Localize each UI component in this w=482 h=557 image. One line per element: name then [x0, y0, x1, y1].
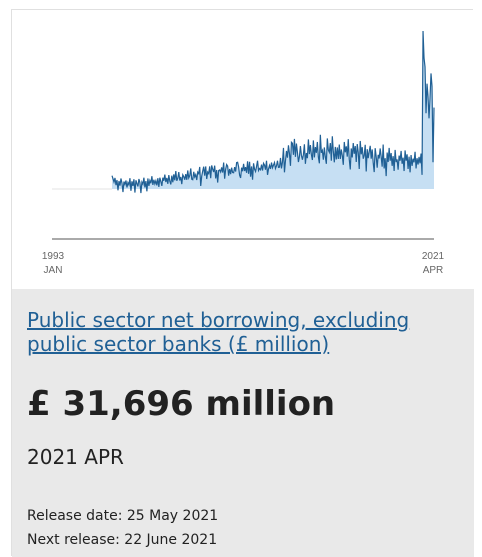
x-tick-end-month: APR [423, 265, 444, 276]
x-tick-end-year: 2021 [422, 251, 445, 262]
latest-period: 2021 APR [27, 445, 124, 469]
headline-panel: Public sector net borrowing, excluding p… [12, 289, 474, 557]
series-area [112, 31, 434, 194]
timeseries-card: 1993 JAN 2021 APR Public sector net borr… [11, 9, 474, 557]
release-date: Release date: 25 May 2021 [27, 508, 219, 524]
series-title-link[interactable]: Public sector net borrowing, excluding p… [27, 308, 410, 356]
next-release-date: Next release: 22 June 2021 [27, 532, 218, 548]
x-tick-start-month: JAN [44, 265, 63, 276]
sparkline-svg: 1993 JAN 2021 APR [42, 30, 445, 276]
latest-value: £ 31,696 million [27, 384, 336, 424]
series-line [111, 30, 435, 194]
sparkline-chart: 1993 JAN 2021 APR [12, 10, 474, 289]
x-tick-start-year: 1993 [42, 251, 65, 262]
